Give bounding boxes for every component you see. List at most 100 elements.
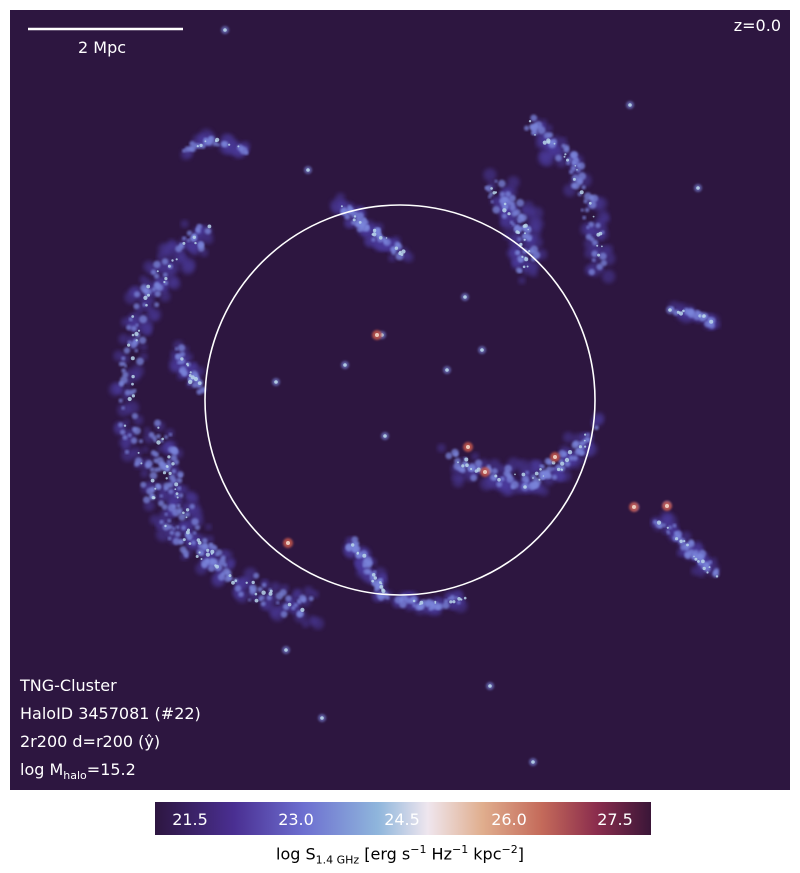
emission-blob — [184, 353, 194, 362]
emission-blob — [217, 573, 226, 581]
emission-blob — [163, 280, 166, 284]
emission-blob — [527, 237, 532, 241]
emission-blob — [683, 540, 686, 543]
emission-blob — [451, 474, 457, 480]
emission-blob — [340, 205, 343, 208]
emission-blob — [707, 317, 712, 321]
emission-blob — [182, 511, 185, 515]
emission-blob — [546, 140, 551, 144]
emission-blob — [245, 581, 248, 584]
emission-blob — [164, 512, 168, 516]
emission-blob — [483, 470, 487, 474]
emission-blob — [150, 478, 155, 483]
emission-blob — [528, 250, 531, 253]
emission-blob — [378, 236, 383, 240]
emission-blob — [124, 389, 131, 396]
emission-blob — [140, 469, 149, 478]
emission-blob — [419, 603, 421, 606]
emission-blob — [589, 195, 595, 201]
emission-blob — [519, 242, 523, 246]
emission-blob — [516, 199, 524, 207]
emission-blob — [453, 452, 459, 457]
emission-blob — [167, 455, 171, 459]
emission-blob — [123, 424, 127, 427]
emission-blob — [159, 494, 163, 498]
emission-blob — [492, 206, 501, 214]
emission-blob — [456, 600, 461, 605]
emission-blob — [572, 455, 578, 461]
emission-blob — [463, 295, 467, 299]
emission-blob — [158, 500, 165, 507]
emission-blob — [461, 464, 465, 468]
emission-blob — [542, 140, 547, 145]
emission-blob — [173, 459, 180, 465]
emission-blob — [130, 437, 138, 444]
emission-blob — [533, 123, 538, 127]
emission-blob — [466, 445, 470, 449]
emission-blob — [131, 315, 135, 318]
emission-blob — [145, 459, 153, 468]
colorbar: 21.5 23.0 24.5 26.0 27.5 — [155, 802, 651, 835]
emission-blob — [592, 239, 598, 246]
emission-blob — [535, 138, 546, 149]
emission-blob — [585, 233, 592, 240]
emission-blob — [192, 531, 197, 535]
emission-blob — [180, 219, 189, 228]
halo-id: HaloID 3457081 (#22) — [20, 704, 201, 723]
emission-blob — [301, 620, 310, 628]
emission-blob — [376, 591, 384, 599]
emission-blob — [186, 238, 191, 243]
emission-blob — [366, 569, 372, 575]
emission-blob — [306, 168, 310, 172]
emission-blob — [121, 356, 126, 361]
emission-blob — [118, 422, 124, 428]
emission-blob — [168, 471, 172, 475]
emission-blob — [182, 538, 186, 542]
emission-blob — [270, 582, 281, 593]
emission-blob — [542, 475, 545, 477]
emission-blob — [694, 557, 698, 561]
emission-blob — [134, 331, 139, 336]
emission-blob — [121, 406, 125, 410]
emission-blob — [497, 477, 501, 482]
emission-blob — [176, 496, 179, 499]
emission-blob — [228, 574, 232, 578]
scale-bar-label: 2 Mpc — [78, 38, 127, 57]
emission-blob — [195, 555, 199, 558]
emission-blob — [196, 389, 202, 395]
emission-blob — [563, 155, 566, 158]
emission-blob — [523, 238, 526, 241]
emission-blob — [185, 516, 188, 519]
emission-blob — [347, 205, 352, 209]
emission-blob — [275, 592, 284, 600]
emission-blob — [574, 165, 577, 167]
emission-blob — [136, 357, 144, 366]
emission-blob — [541, 473, 547, 479]
emission-blob — [142, 446, 149, 453]
emission-blob — [559, 470, 572, 482]
emission-blob — [584, 433, 587, 436]
projection-info: 2r200 d=r200 (ŷ) — [20, 732, 161, 751]
emission-blob — [149, 514, 160, 525]
emission-blob — [696, 186, 700, 190]
emission-blob — [352, 218, 356, 222]
emission-blob — [470, 467, 473, 471]
emission-blob — [381, 588, 385, 592]
emission-blob — [570, 182, 577, 189]
emission-blob — [293, 603, 298, 608]
emission-blob — [449, 595, 456, 601]
emission-blob — [686, 543, 689, 547]
emission-blob — [496, 464, 506, 474]
emission-blob — [567, 450, 573, 455]
emission-blob — [511, 210, 518, 217]
emission-blob — [666, 526, 669, 529]
emission-blob — [206, 535, 214, 544]
emission-blob — [147, 293, 150, 297]
emission-blob — [131, 374, 135, 379]
emission-blob — [371, 579, 375, 583]
emission-blob — [500, 476, 505, 482]
emission-blob — [550, 146, 558, 154]
emission-blob — [261, 582, 267, 588]
emission-blob — [200, 558, 203, 560]
emission-blob — [534, 471, 539, 476]
